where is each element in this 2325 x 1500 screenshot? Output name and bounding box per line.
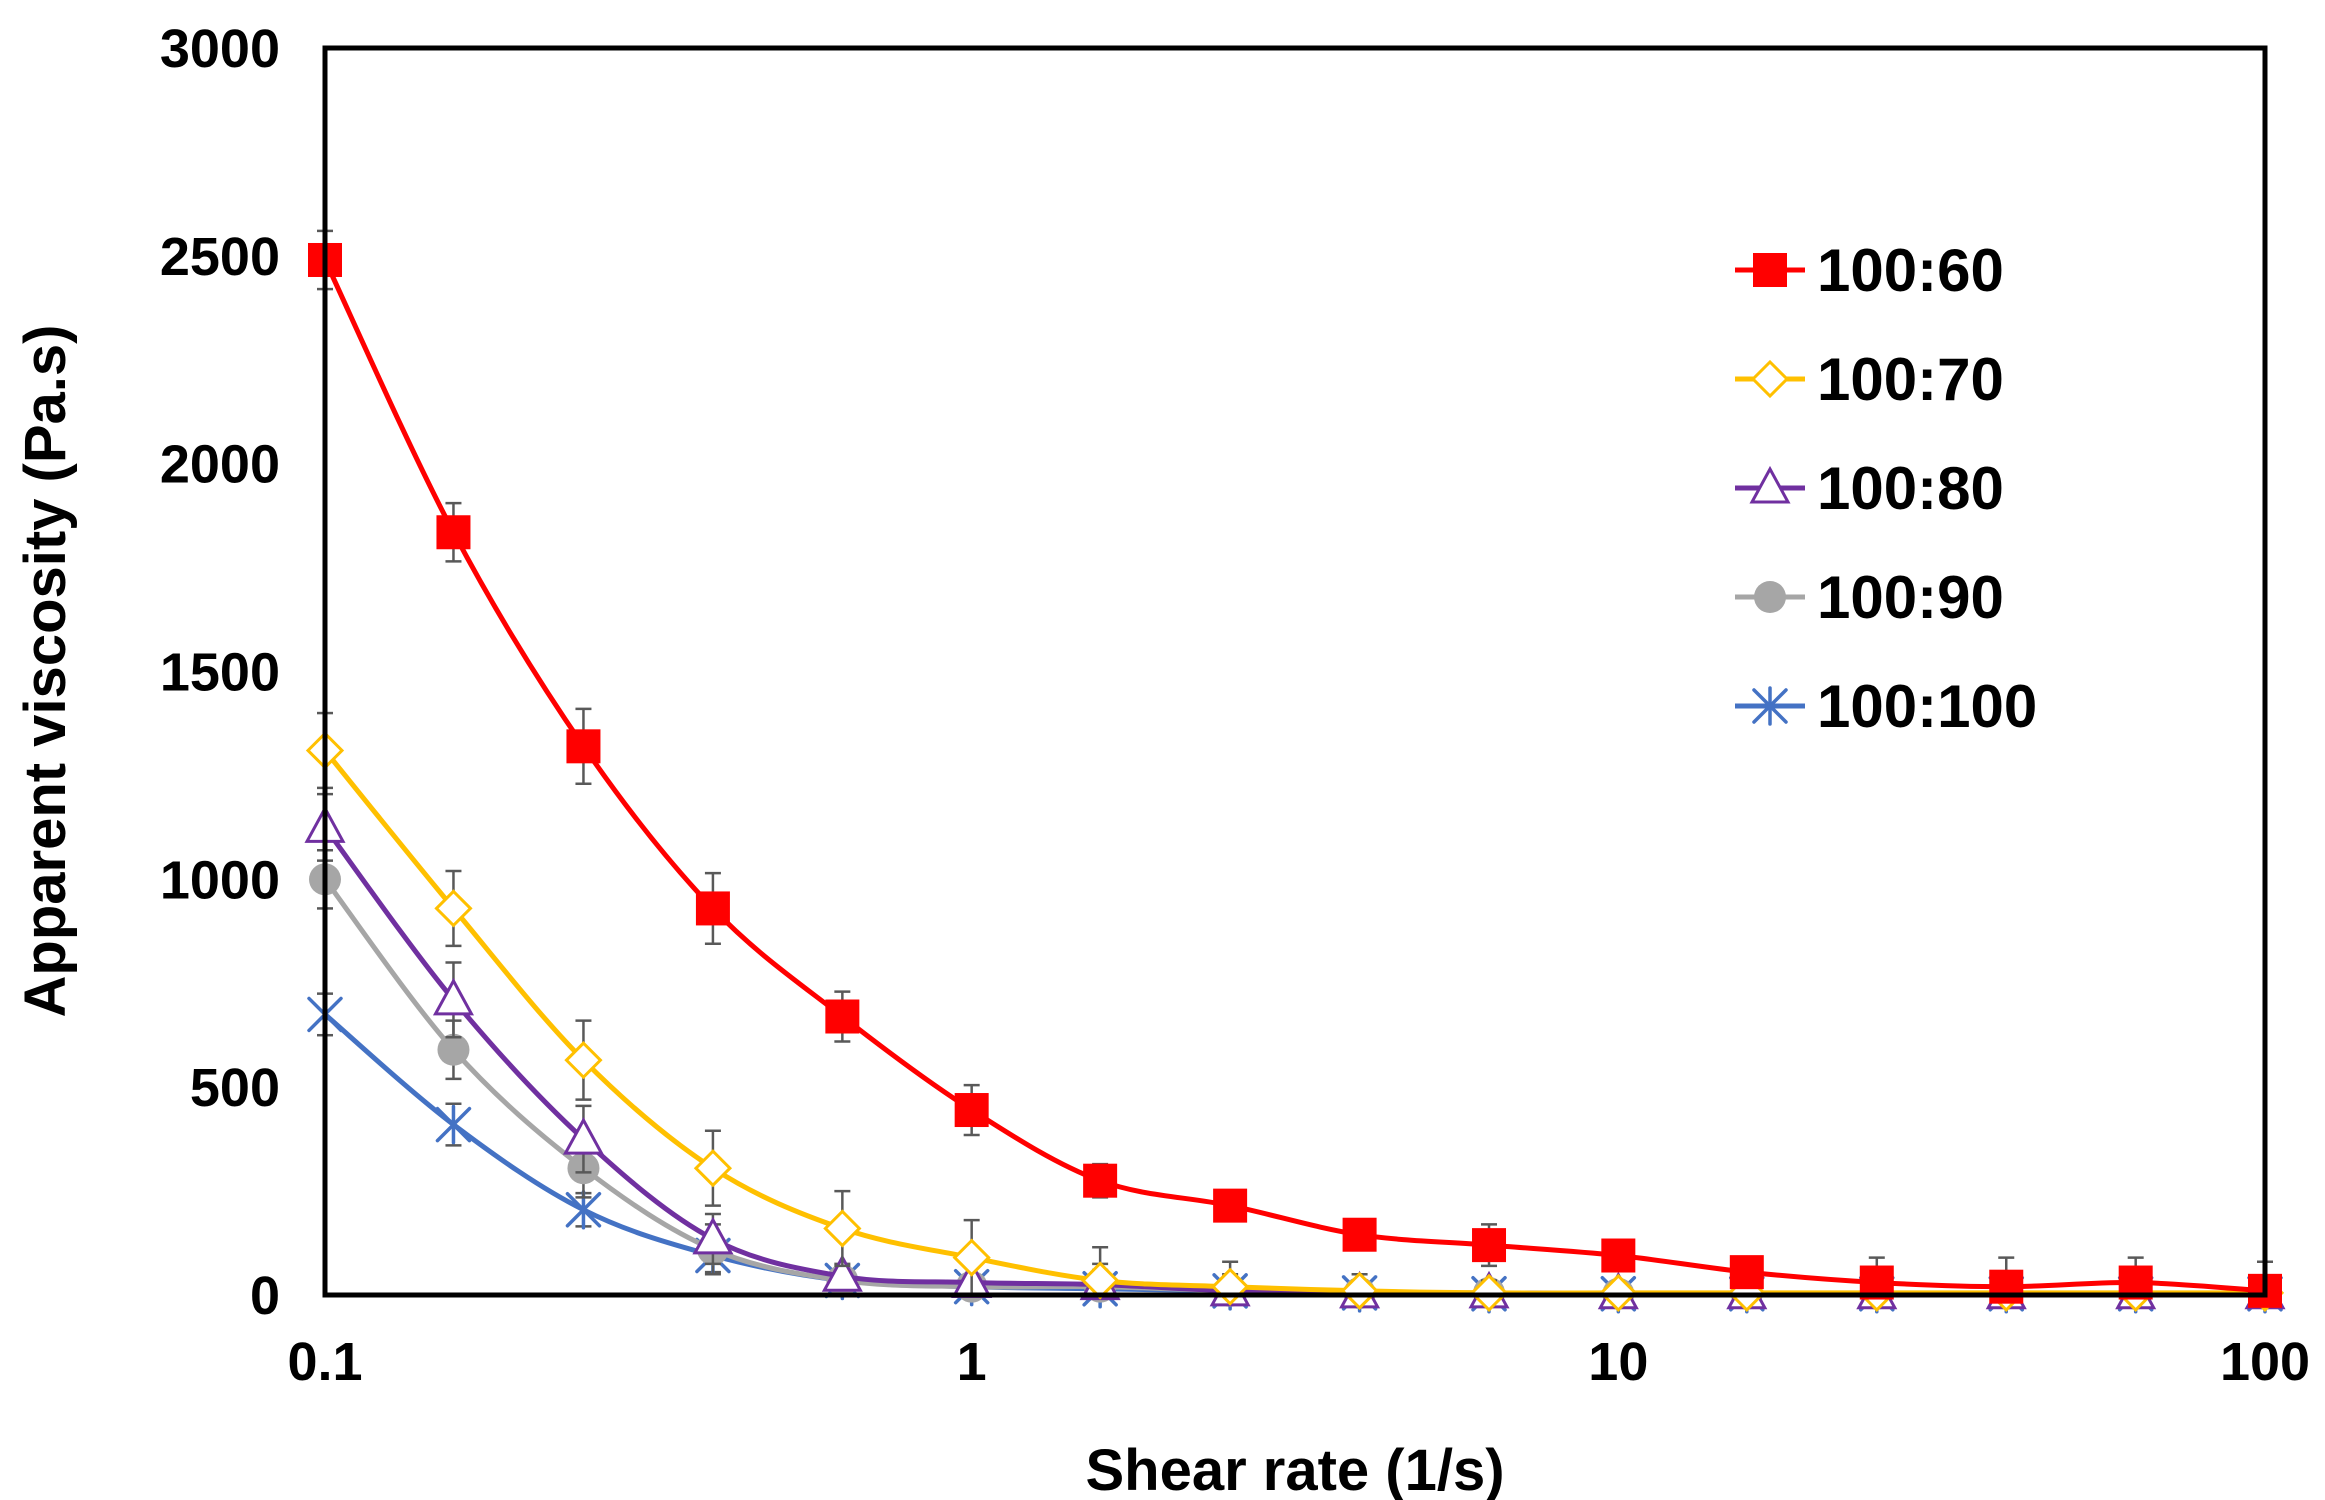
data-point	[1083, 1163, 1118, 1198]
legend-item: 100:90	[1735, 564, 2004, 631]
data-point	[692, 1216, 734, 1255]
data-point	[693, 1149, 733, 1188]
data-point	[435, 1104, 472, 1145]
data-point	[1340, 1271, 1379, 1310]
legend-marker	[1750, 359, 1790, 399]
legend-marker	[1752, 686, 1788, 726]
plot-area-frame	[322, 45, 2268, 1298]
y-tick-label: 1000	[160, 850, 280, 910]
data-point	[1213, 1188, 1248, 1223]
legend-marker	[1753, 253, 1787, 287]
x-tick-label: 100	[2220, 1332, 2310, 1392]
data-point	[436, 515, 471, 550]
legend-label: 100:70	[1817, 346, 2004, 413]
data-point	[434, 889, 473, 928]
y-tick-label: 3000	[160, 19, 280, 79]
y-axis-title: Apparent viscosity (Pa.s)	[13, 325, 78, 1018]
legend-label: 100:60	[1817, 237, 2004, 304]
data-point	[437, 1033, 470, 1066]
x-axis-title: Shear rate (1/s)	[1085, 1438, 1504, 1500]
data-point	[695, 891, 730, 926]
legend-marker	[1749, 465, 1791, 504]
y-tick-label: 1500	[160, 643, 280, 703]
data-point	[1342, 1217, 1377, 1252]
data-point	[823, 1209, 862, 1248]
data-point	[566, 729, 601, 764]
data-point	[1729, 1255, 1764, 1290]
legend-item: 100:60	[1735, 237, 2004, 304]
x-tick-label: 0.1	[287, 1332, 362, 1392]
y-tick-label: 0	[250, 1266, 280, 1326]
y-tick-label: 500	[190, 1058, 280, 1118]
data-point	[1601, 1238, 1636, 1273]
y-tick-label: 2000	[160, 435, 280, 495]
data-point	[1989, 1269, 2024, 1304]
data-point	[1472, 1228, 1507, 1263]
legend: 100:60 100:70 100:80 100:90 100:100	[1735, 237, 2037, 740]
x-tick-label: 10	[1588, 1332, 1648, 1392]
data-point	[825, 999, 860, 1034]
data-point	[564, 1041, 603, 1080]
legend-item: 100:70	[1735, 346, 2004, 413]
legend-marker	[1754, 581, 1786, 613]
legend-label: 100:80	[1817, 455, 2004, 522]
data-point	[432, 977, 474, 1016]
y-tick-label: 2500	[160, 227, 280, 287]
legend-item: 100:100	[1735, 673, 2037, 740]
legend-item: 100:80	[1735, 455, 2004, 522]
data-point	[821, 1254, 863, 1292]
data-point	[954, 1093, 989, 1128]
legend-label: 100:100	[1817, 673, 2037, 740]
x-tick-label: 1	[957, 1332, 987, 1392]
legend-label: 100:90	[1817, 564, 2004, 631]
data-point	[562, 1116, 604, 1155]
data-point	[952, 1238, 991, 1277]
